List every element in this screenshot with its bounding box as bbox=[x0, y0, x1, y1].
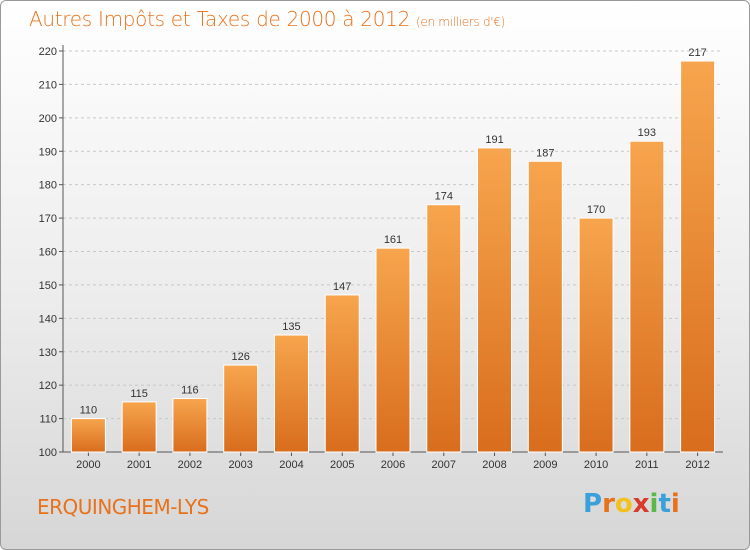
chart-title: Autres Impôts et Taxes de 2000 à 2012 (en… bbox=[29, 7, 505, 31]
data-label: 193 bbox=[638, 127, 656, 139]
logo-letter: i bbox=[649, 489, 659, 519]
x-tick-label: 2003 bbox=[228, 459, 252, 471]
data-label: 116 bbox=[181, 385, 199, 397]
bar-2003 bbox=[223, 364, 259, 453]
y-tick-label: 110 bbox=[39, 414, 57, 426]
bar-2005 bbox=[324, 294, 360, 453]
x-tick-label: 2005 bbox=[330, 459, 354, 471]
bar-2007 bbox=[426, 204, 462, 453]
y-tick-label: 210 bbox=[39, 79, 57, 91]
y-tick-label: 140 bbox=[39, 313, 57, 325]
x-tick-label: 2006 bbox=[381, 459, 405, 471]
bar-2009 bbox=[527, 160, 563, 453]
x-tick-label: 2010 bbox=[584, 459, 608, 471]
data-label: 110 bbox=[80, 405, 98, 417]
bar-2012 bbox=[680, 60, 716, 453]
bar-2001 bbox=[121, 401, 157, 453]
chart-subtitle: (en milliers d'€) bbox=[416, 15, 506, 29]
bar-2004 bbox=[273, 334, 309, 453]
data-label: 135 bbox=[282, 321, 300, 333]
y-tick-label: 190 bbox=[39, 146, 57, 158]
y-tick-label: 130 bbox=[39, 347, 57, 359]
data-label: 126 bbox=[232, 351, 250, 363]
data-label: 147 bbox=[333, 281, 351, 293]
x-tick-label: 2007 bbox=[432, 459, 456, 471]
y-tick-label: 220 bbox=[39, 46, 57, 58]
x-tick-label: 2004 bbox=[279, 459, 303, 471]
x-tick-label: 2009 bbox=[533, 459, 557, 471]
bar-2008 bbox=[477, 147, 513, 453]
data-label: 187 bbox=[536, 147, 554, 159]
y-tick-label: 160 bbox=[39, 247, 57, 259]
y-tick-label: 100 bbox=[39, 447, 57, 459]
logo-letter: i bbox=[670, 489, 680, 519]
data-label: 170 bbox=[587, 204, 605, 216]
bar-2011 bbox=[629, 140, 665, 453]
data-label: 174 bbox=[435, 191, 453, 203]
data-label: 161 bbox=[384, 234, 402, 246]
bar-2002 bbox=[172, 398, 208, 453]
label-layer: 2000 110 2001 115 2002 116 2003 126 2004 135 2005 1… bbox=[76, 47, 710, 471]
x-tick-label: 2011 bbox=[635, 459, 659, 471]
proxiti-logo: Proxiti bbox=[583, 489, 680, 519]
logo-letter: t bbox=[658, 489, 671, 519]
city-name: ERQUINGHEM-LYS bbox=[37, 495, 209, 519]
x-tick-label: 2012 bbox=[685, 459, 709, 471]
logo-letter: r bbox=[602, 489, 615, 519]
logo-letter: P bbox=[583, 489, 603, 519]
x-tick-label: 2002 bbox=[178, 459, 202, 471]
bar-2000 bbox=[70, 418, 106, 453]
data-label: 217 bbox=[688, 47, 706, 59]
bar-layer bbox=[70, 60, 716, 453]
x-tick-label: 2000 bbox=[76, 459, 100, 471]
y-tick-label: 120 bbox=[39, 380, 57, 392]
bar-2006 bbox=[375, 247, 411, 453]
logo-letter: x bbox=[632, 489, 650, 519]
y-tick-label: 180 bbox=[39, 180, 57, 192]
y-tick-label: 200 bbox=[39, 113, 57, 125]
bar-2010 bbox=[578, 217, 614, 453]
x-tick-label: 2008 bbox=[482, 459, 506, 471]
chart-title-text: Autres Impôts et Taxes de 2000 à 2012 bbox=[29, 7, 410, 31]
y-tick-label: 150 bbox=[39, 280, 57, 292]
logo-letter: o bbox=[614, 489, 633, 519]
data-label: 191 bbox=[485, 134, 503, 146]
data-label: 115 bbox=[130, 388, 148, 400]
x-tick-label: 2001 bbox=[127, 459, 151, 471]
y-tick-label: 170 bbox=[39, 213, 57, 225]
